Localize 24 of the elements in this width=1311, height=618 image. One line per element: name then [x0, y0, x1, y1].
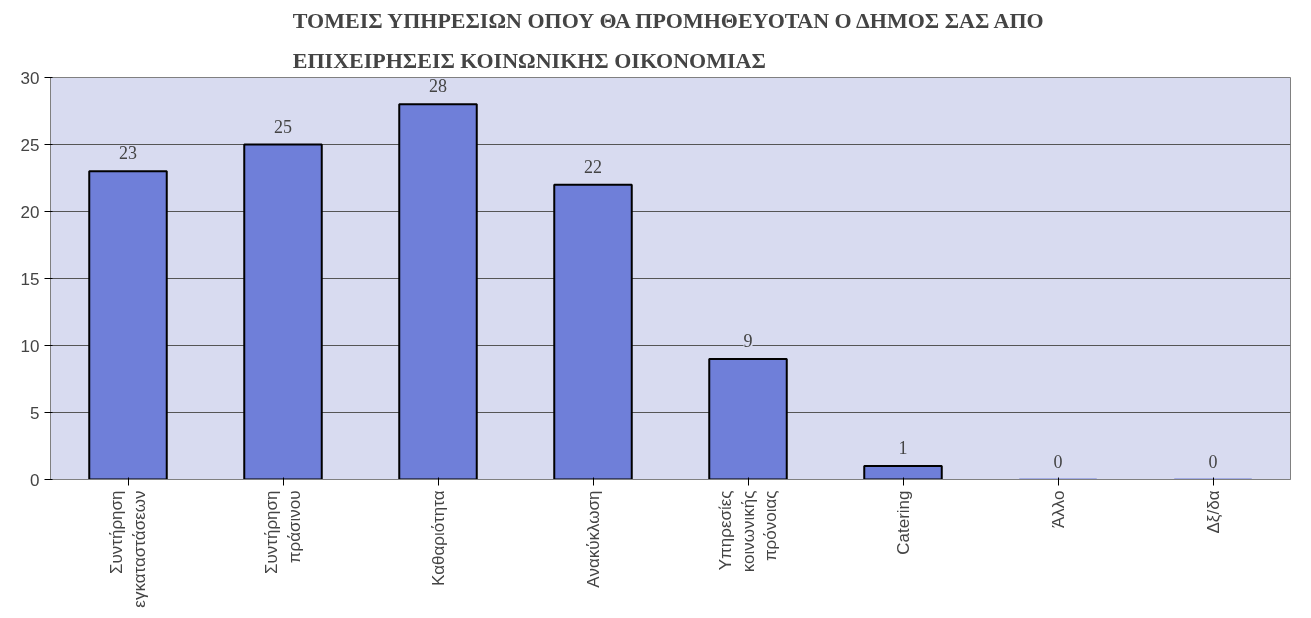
data-label: 1 — [898, 438, 908, 459]
data-label: 28 — [429, 76, 447, 97]
data-label: 25 — [274, 116, 292, 137]
chart-title: ΤΟΜΕΙΣ ΥΠΗΡΕΣΙΩΝ ΟΠΟΥ ΘΑ ΠΡΟΜΗΘΕΥΟΤΑΝ Ο ΔΗΜΟΣ ΣΑΣ ΑΠΟ ΕΠΙΧΕΙΡΗΣΕΙΣ ΚΟΙΝΩΝΙΚΗΣ ΟΙΚΟΝΟΜΙΑΣ — [292, 7, 1044, 73]
y-tick-label: 20 — [20, 202, 40, 222]
data-label: 0 — [1053, 451, 1063, 472]
x-tick-label: Catering — [893, 490, 913, 555]
data-label: 22 — [584, 156, 602, 177]
x-tick-label: Δξ/δα — [1203, 490, 1223, 534]
data-label: 23 — [119, 143, 137, 164]
y-tick-label: 10 — [20, 336, 40, 356]
y-tick-label: 15 — [20, 269, 40, 289]
y-tick-label: 30 — [20, 68, 40, 88]
x-tick-label: Συντήρηση εγκαταστάσεων — [107, 490, 149, 608]
y-tick-label: 0 — [30, 470, 40, 490]
data-label: 9 — [743, 330, 753, 351]
x-tick-label: Υπηρεσίες κοινωνικής πρόνοιας — [715, 490, 781, 573]
x-tick-label: Άλλο — [1048, 490, 1068, 529]
y-tick-label: 25 — [20, 135, 40, 155]
y-tick-label: 5 — [30, 403, 40, 423]
x-tick-label: Ανακύκλωση — [583, 490, 603, 588]
x-tick-label: Καθαριότητα — [428, 490, 448, 586]
x-tick-label: Συντήρηση πράσινου — [262, 490, 304, 575]
data-label: 0 — [1208, 451, 1218, 472]
